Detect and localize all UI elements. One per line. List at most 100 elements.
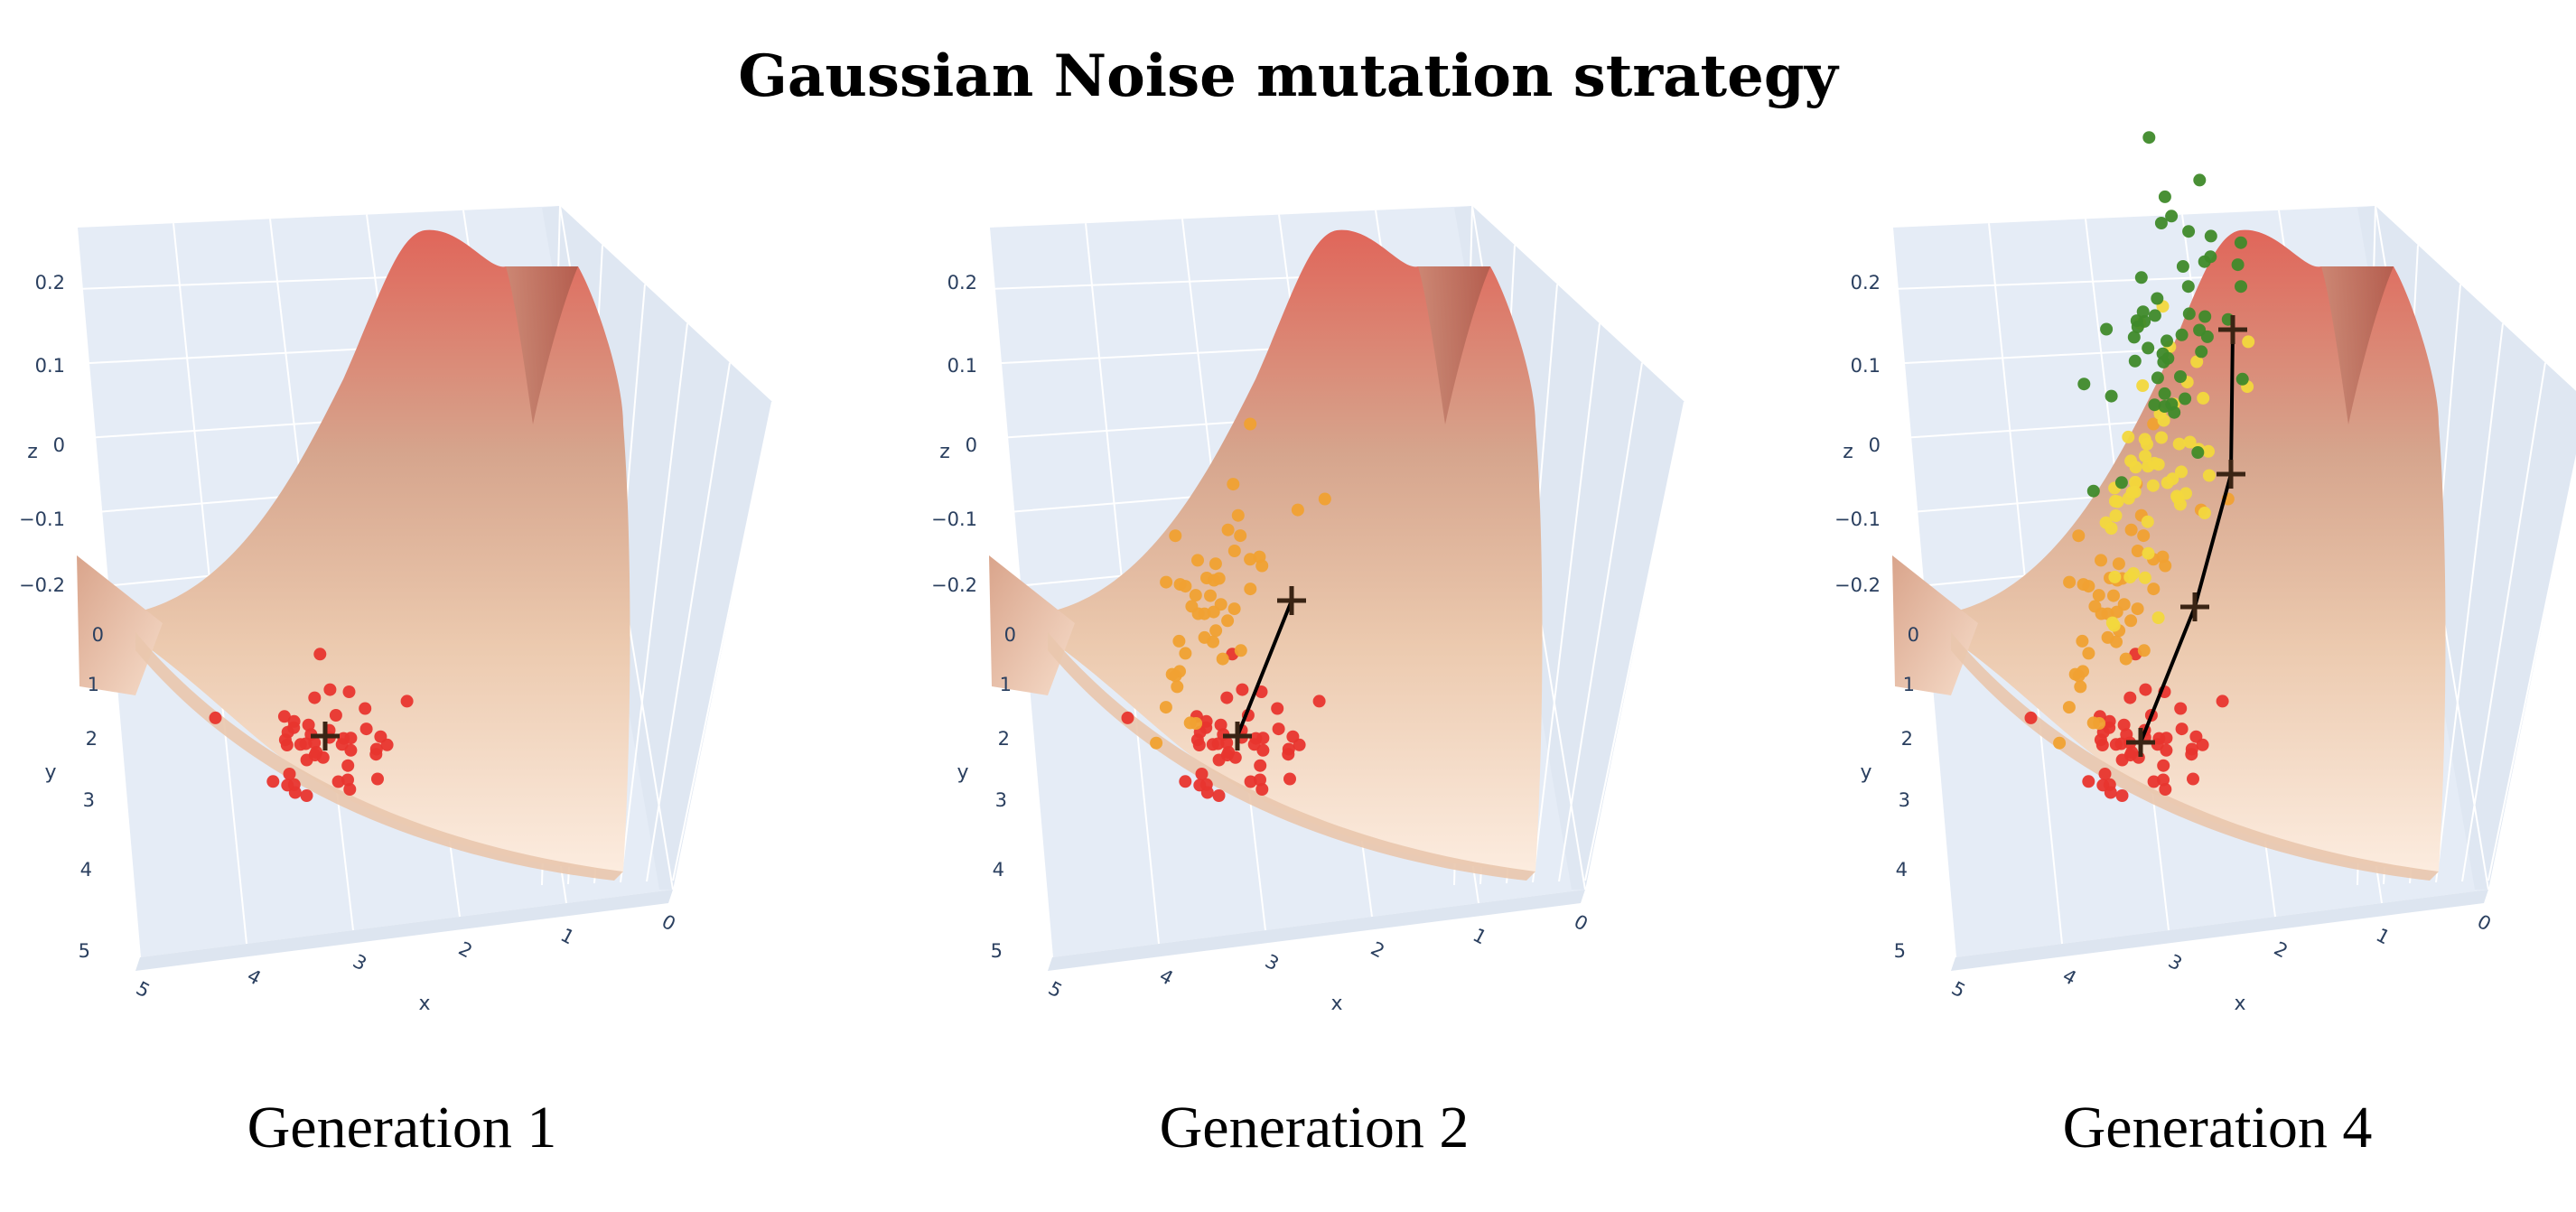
scatter-point bbox=[1198, 630, 1211, 644]
scatter-point bbox=[2179, 487, 2192, 500]
scatter-point bbox=[2242, 335, 2255, 349]
scatter-point bbox=[2200, 330, 2214, 343]
scatter-point bbox=[2082, 775, 2095, 788]
scatter-point bbox=[2147, 417, 2161, 431]
chart-panel-1: 0.20.10−0.1−0.2z012345y543210xGeneration… bbox=[19, 205, 773, 1161]
scatter-point bbox=[1312, 695, 1326, 708]
generation-3-points bbox=[2099, 300, 2255, 632]
scatter-point bbox=[2062, 701, 2076, 714]
scatter-point bbox=[2082, 647, 2095, 660]
generation-4-points bbox=[2077, 131, 2249, 498]
scatter-point bbox=[2187, 772, 2199, 786]
scatter-point bbox=[277, 710, 291, 723]
x-tick-label: 4 bbox=[1156, 965, 1177, 989]
scatter-point bbox=[2190, 355, 2204, 368]
scatter-point bbox=[2142, 131, 2156, 145]
surface-valley bbox=[2321, 266, 2394, 424]
scatter-point bbox=[2124, 454, 2138, 468]
scatter-point bbox=[2204, 229, 2217, 243]
best-marker bbox=[2126, 728, 2155, 757]
scatter-point bbox=[313, 648, 327, 661]
x-tick-label: 5 bbox=[1948, 977, 1969, 1002]
scatter-point bbox=[2147, 583, 2161, 596]
scatter-point bbox=[283, 768, 296, 780]
scatter-point bbox=[2131, 602, 2144, 616]
scatter-point bbox=[2157, 773, 2170, 787]
scatter-point bbox=[2077, 378, 2091, 391]
x-tick-label: 2 bbox=[1367, 937, 1388, 962]
scatter-point bbox=[2088, 600, 2102, 613]
x-axis-label: x bbox=[2234, 993, 2245, 1015]
scatter-point bbox=[1228, 751, 1242, 764]
grid-line bbox=[1584, 401, 1685, 881]
scatter-point bbox=[2175, 328, 2189, 341]
scatter-point bbox=[2139, 450, 2151, 462]
chart-panel-2: 0.20.10−0.1−0.2z012345y543210xGeneration… bbox=[931, 205, 1685, 1161]
scatter-point bbox=[1244, 417, 1257, 431]
scatter-point bbox=[2172, 437, 2186, 451]
scatter-point bbox=[2179, 392, 2192, 406]
best-path-line bbox=[1236, 600, 1293, 737]
y-axis-label: y bbox=[1860, 761, 1871, 784]
best-marker bbox=[2217, 460, 2245, 489]
z-tick-label: −0.1 bbox=[931, 508, 977, 530]
scatter-point bbox=[2128, 485, 2142, 499]
scatter-point bbox=[1212, 789, 1226, 802]
z-tick-label: 0.1 bbox=[35, 355, 65, 377]
scatter-point bbox=[1209, 557, 1222, 571]
z-tick-label: 0.1 bbox=[947, 355, 977, 377]
z-axis-label: z bbox=[1843, 441, 1853, 463]
scatter-point bbox=[2151, 611, 2165, 624]
best-marker bbox=[1223, 722, 1252, 751]
scatter-point bbox=[1183, 716, 1197, 730]
scatter-point bbox=[2147, 775, 2161, 788]
scatter-point bbox=[2104, 786, 2117, 799]
scatter-point bbox=[1234, 644, 1247, 657]
x-tick-label: 4 bbox=[2059, 965, 2080, 989]
x-tick-label: 0 bbox=[2474, 910, 2495, 935]
z-tick-label: 0 bbox=[53, 434, 65, 456]
x-axis-label: x bbox=[1330, 993, 1342, 1015]
y-tick-label: 3 bbox=[995, 789, 1007, 811]
scatter-point bbox=[2092, 589, 2105, 602]
scatter-point bbox=[2151, 458, 2165, 471]
scatter-point bbox=[2158, 387, 2171, 400]
surface-body bbox=[126, 229, 630, 872]
scatter-point bbox=[2182, 225, 2196, 238]
scatter-point bbox=[1199, 714, 1213, 728]
scatter-point bbox=[2076, 634, 2089, 648]
y-tick-label: 2 bbox=[998, 728, 1010, 750]
x-tick-label: 0 bbox=[1571, 910, 1591, 935]
scatter-point bbox=[2142, 460, 2155, 473]
x-tick-label: 2 bbox=[2271, 937, 2291, 962]
best-path-line bbox=[2139, 329, 2235, 743]
scatter-point bbox=[2098, 768, 2112, 780]
grid-line bbox=[2487, 453, 2576, 881]
scatter-point bbox=[1255, 783, 1269, 796]
scatter-point bbox=[2160, 732, 2173, 745]
y-tick-label: 4 bbox=[80, 859, 92, 881]
scatter-point bbox=[1286, 730, 1300, 743]
scatter-point bbox=[2107, 589, 2120, 602]
scatter-point bbox=[2124, 523, 2138, 536]
scatter-point bbox=[2198, 507, 2211, 519]
y-tick-label: 2 bbox=[86, 728, 98, 750]
best-marker bbox=[311, 722, 340, 751]
scatter-point bbox=[374, 730, 387, 743]
scatter-point bbox=[2146, 479, 2160, 492]
scatter-point bbox=[1206, 738, 1219, 751]
scatter-point bbox=[2148, 398, 2161, 412]
y-tick-label: 3 bbox=[83, 789, 95, 811]
scatter-point bbox=[2159, 559, 2172, 573]
surface bbox=[77, 229, 630, 881]
scatter-point bbox=[342, 685, 356, 698]
scatter-point bbox=[1227, 478, 1240, 491]
x-tick-label: 5 bbox=[1045, 977, 1066, 1002]
generation-1-points bbox=[1121, 648, 1326, 802]
scatter-point bbox=[1214, 718, 1227, 732]
figure-title: Gaussian Noise mutation strategy bbox=[738, 42, 1839, 110]
y-tick-label: 3 bbox=[1899, 789, 1910, 811]
scatter-point bbox=[2127, 567, 2140, 580]
scatter-point bbox=[209, 711, 222, 724]
scatter-point bbox=[288, 786, 302, 799]
